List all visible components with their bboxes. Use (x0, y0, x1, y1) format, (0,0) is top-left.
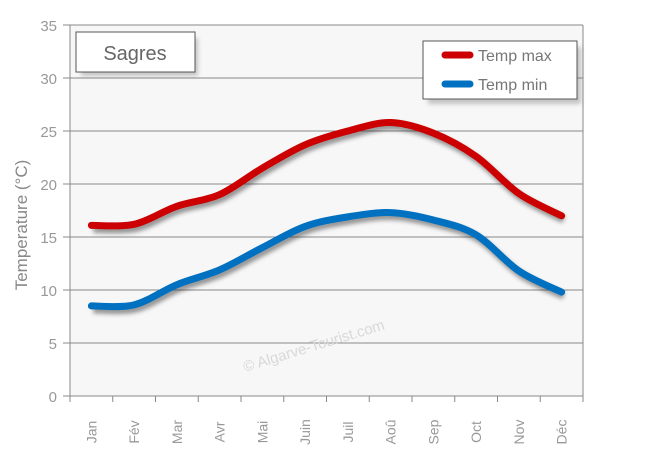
legend: Temp max Temp min (423, 41, 581, 104)
title-box: Sagres (76, 32, 198, 76)
x-tick-label: Mar (169, 420, 185, 444)
y-tick-label: 10 (40, 283, 57, 300)
chart-title: Sagres (103, 43, 166, 65)
y-tick-label: 30 (40, 71, 57, 88)
legend-label-min: Temp min (478, 77, 547, 94)
y-tick-label: 5 (49, 336, 57, 353)
y-tick-label: 15 (40, 230, 57, 247)
x-tick-label: Déc (554, 420, 570, 445)
y-tick-label: 20 (40, 177, 57, 194)
y-tick-label: 0 (49, 389, 57, 406)
x-tick-label: Oct (468, 421, 484, 443)
x-tick-label: Sep (425, 419, 441, 444)
legend-label-max: Temp max (478, 48, 552, 65)
x-tick-label: Avr (212, 421, 228, 442)
x-tick-label: Fév (126, 420, 142, 443)
x-tick-label: Nov (511, 420, 527, 445)
x-tick-label: Jan (83, 421, 99, 444)
y-tick-label: 35 (40, 18, 57, 35)
x-tick-label: Mai (254, 421, 270, 444)
x-tick-label: Juin (297, 419, 313, 445)
y-axis-label: Temperature (°C) (12, 160, 31, 291)
x-tick-label: Juil (340, 421, 356, 442)
y-tick-label: 25 (40, 124, 57, 141)
x-tick-label: Aoû (383, 420, 399, 445)
